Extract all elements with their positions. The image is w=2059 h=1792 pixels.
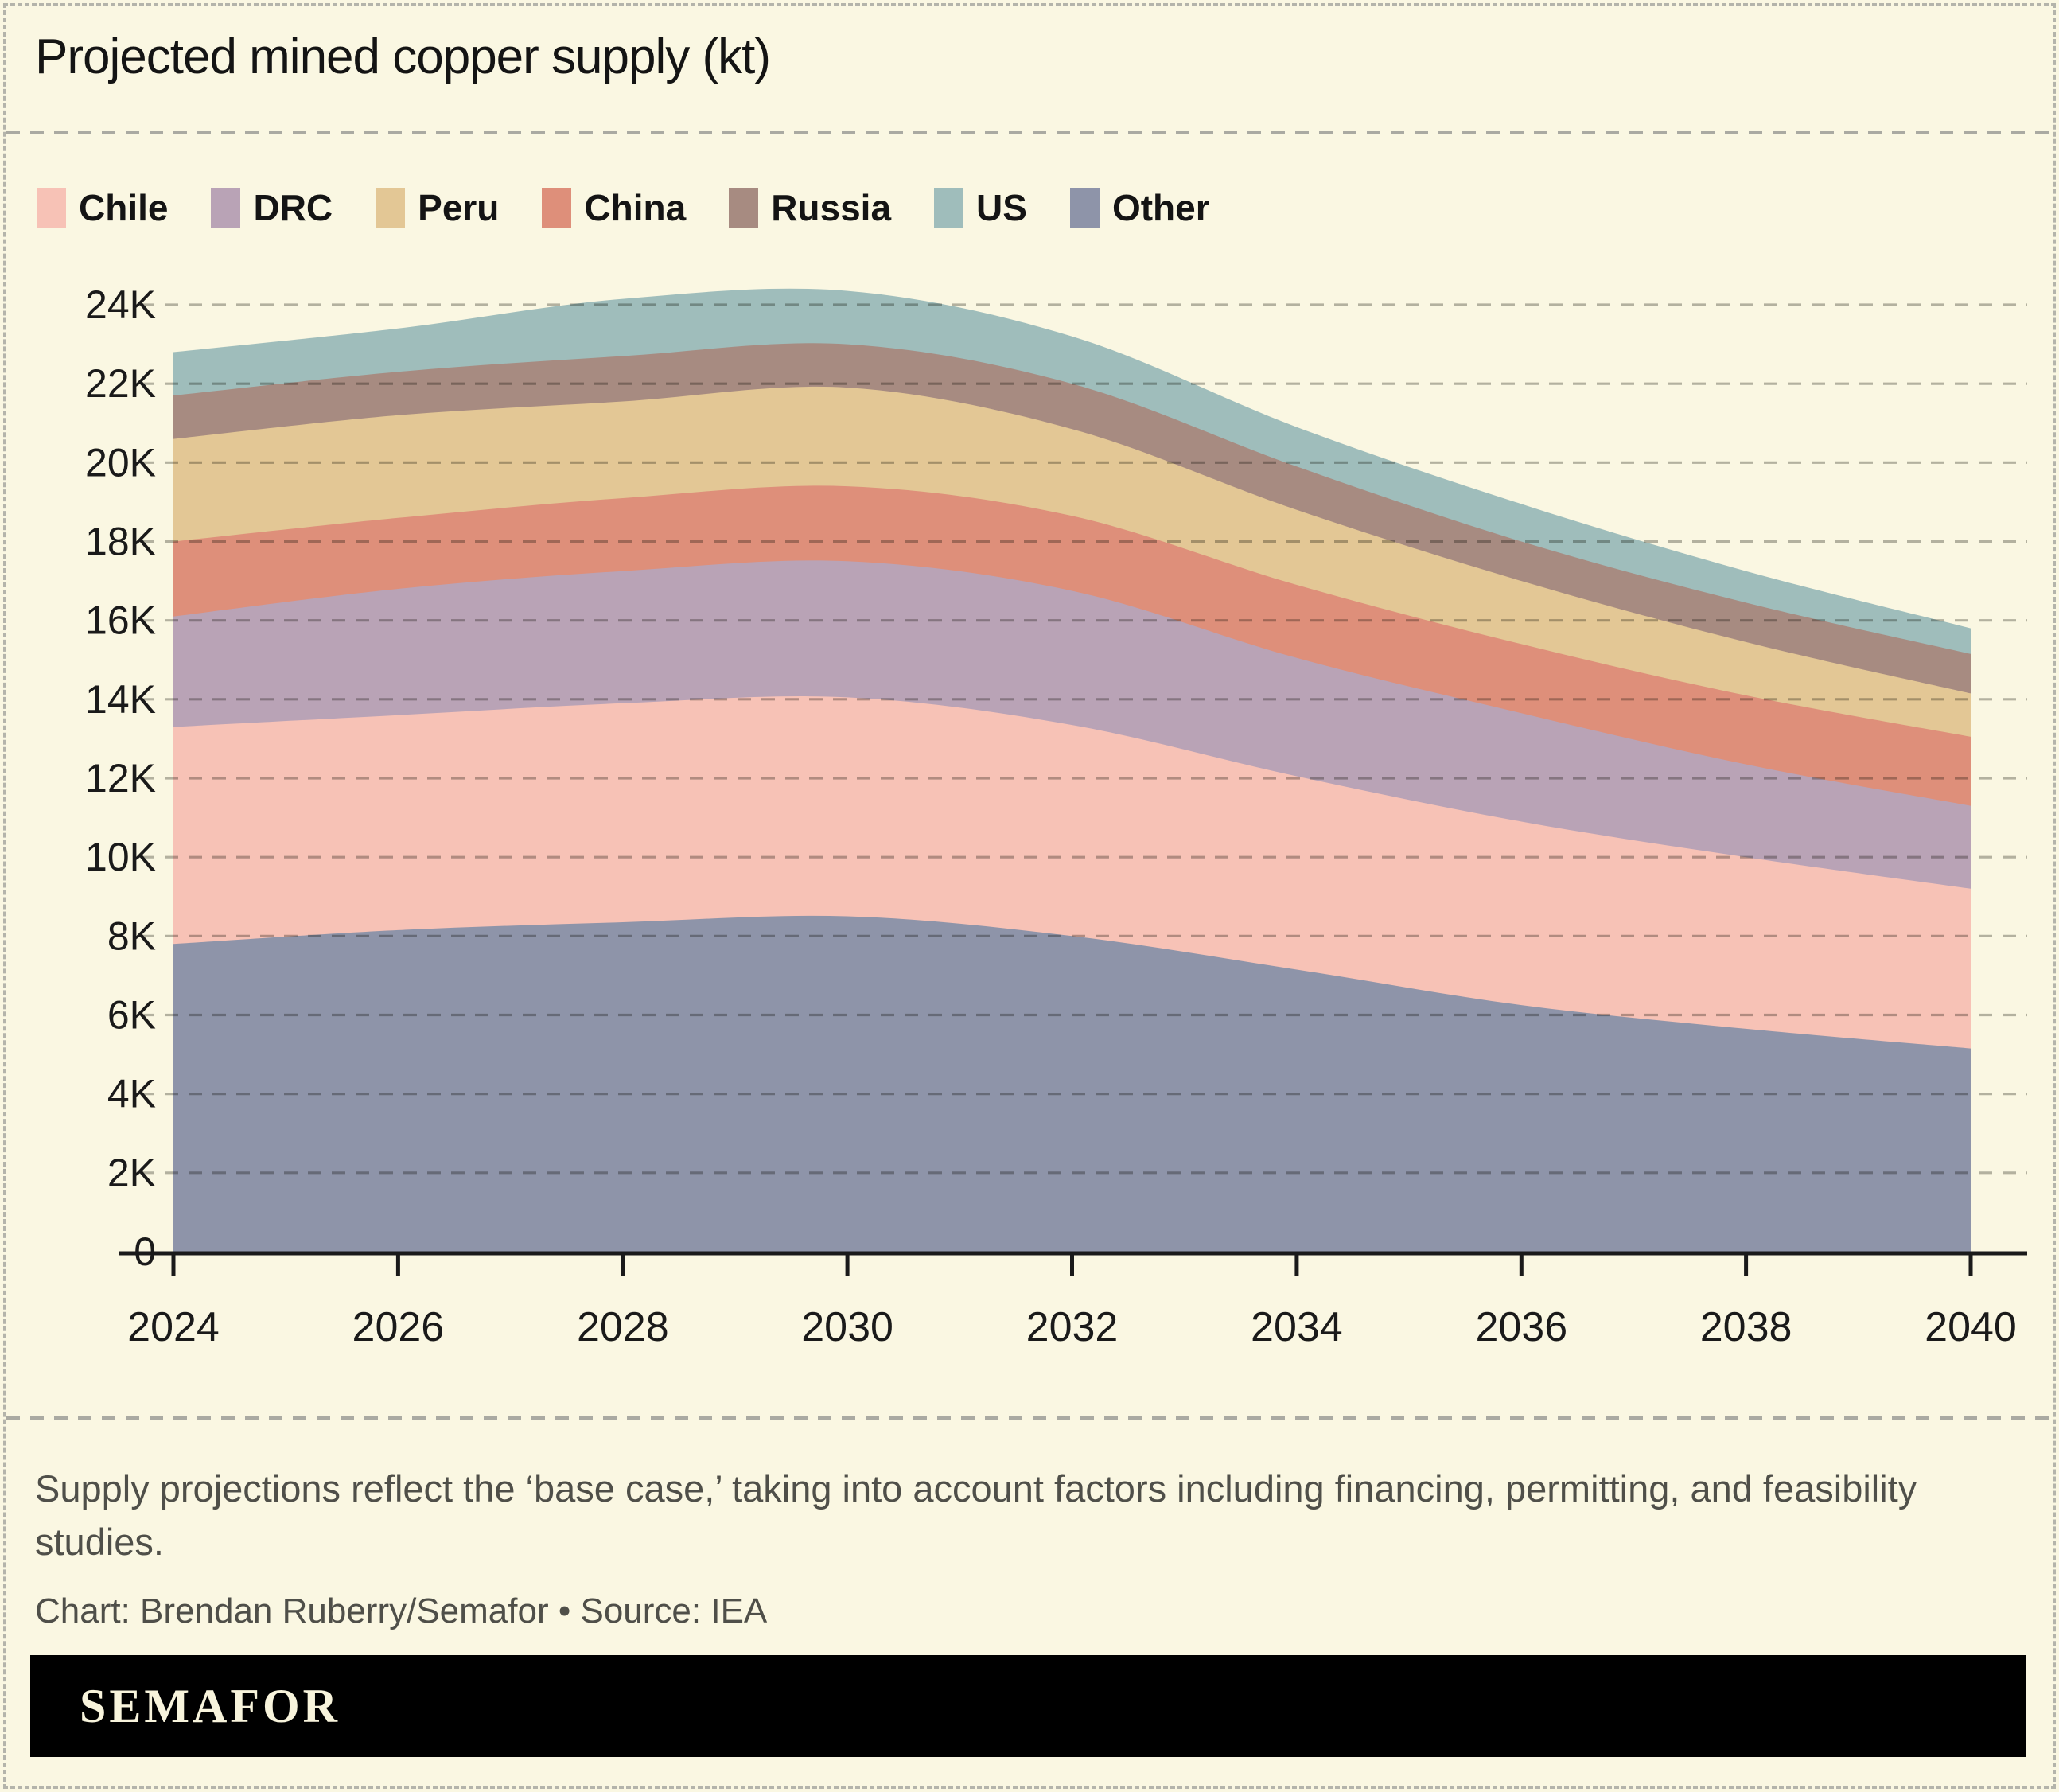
credit-line: Chart: Brendan Ruberry/Semafor • Source:… [35,1591,768,1630]
x-tick-label: 2038 [1700,1304,1792,1350]
legend-swatch-other [1069,188,1100,228]
y-tick-label: 2K [107,1151,156,1195]
legend-item-chile: Chile [37,186,168,229]
y-tick-label: 20K [85,440,156,485]
chart-svg: 02K4K6K8K10K12K14K16K18K20K22K24K2024202… [85,282,2027,1350]
y-tick-label: 8K [107,914,156,958]
y-tick-label: 6K [107,993,156,1038]
semafor-logo: SEMAFOR [80,1679,341,1732]
x-tick-label: 2028 [577,1304,669,1350]
y-tick-label: 18K [85,520,156,564]
y-tick-label: 24K [85,282,156,327]
legend-item-us: US [934,186,1027,229]
y-tick-label: 14K [85,677,156,722]
legend-label: Russia [771,187,892,228]
legend-label: China [584,187,687,228]
legend-item-other: Other [1069,186,1210,229]
legend-swatch-drc [211,188,241,228]
legend-swatch-chile [37,188,66,228]
legend-item-russia: Russia [729,186,891,229]
x-tick-label: 2040 [1925,1304,2017,1350]
brand-bar: SEMAFOR [30,1655,2026,1757]
legend-label: Chile [79,187,169,228]
area-other [173,915,1971,1252]
legend-swatch-peru [376,188,406,228]
legend: Chile DRC Peru China Russia US Other [37,186,2027,229]
x-tick-label: 2024 [127,1304,220,1350]
y-tick-label: 12K [85,756,156,801]
x-tick-label: 2030 [801,1304,893,1350]
footer-separator [6,1416,2053,1420]
chart-title: Projected mined copper supply (kt) [35,29,771,84]
card-border [3,3,2056,1789]
y-tick-label: 4K [107,1072,156,1116]
legend-label: DRC [253,187,333,228]
footnote: Supply projections reflect the ‘base cas… [35,1467,1917,1563]
x-tick-label: 2036 [1475,1304,1567,1350]
legend-swatch-russia [729,188,759,228]
legend-label: Other [1111,187,1210,228]
y-tick-label: 22K [85,361,156,406]
legend-swatch-us [934,188,964,228]
title-separator [6,131,2053,134]
legend-swatch-china [542,188,572,228]
legend-item-china: China [542,186,686,229]
y-tick-label: 16K [85,598,156,643]
x-tick-label: 2032 [1026,1304,1119,1350]
legend-item-peru: Peru [376,186,499,229]
legend-item-drc: DRC [211,186,333,229]
chart-area: 02K4K6K8K10K12K14K16K18K20K22K24K2024202… [0,271,2059,1385]
y-tick-label: 10K [85,835,156,879]
x-tick-label: 2026 [352,1304,445,1350]
legend-label: Peru [418,187,500,228]
legend-label: US [976,187,1027,228]
x-tick-label: 2034 [1251,1304,1343,1350]
